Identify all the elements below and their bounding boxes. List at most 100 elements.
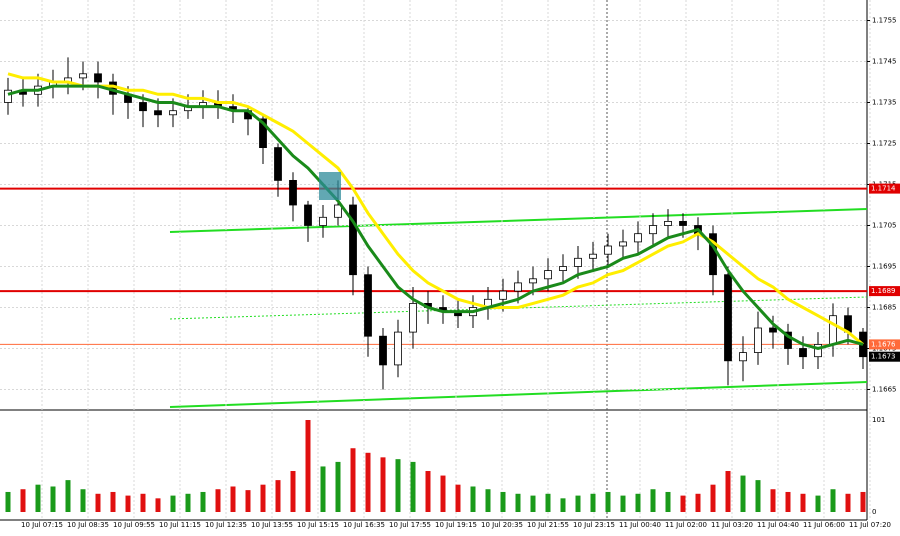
candle-body xyxy=(604,245,612,255)
volume-bar xyxy=(350,448,356,512)
candle-body xyxy=(529,278,537,284)
volume-bar xyxy=(170,495,176,512)
volume-bar xyxy=(65,480,71,512)
candle-body xyxy=(79,73,87,79)
volume-bar xyxy=(155,498,161,512)
candle-body xyxy=(724,274,732,362)
x-tick-label: 10 Jul 21:55 xyxy=(527,521,569,529)
volume-bar xyxy=(365,452,371,512)
volume-bar xyxy=(680,495,686,512)
volume-bar xyxy=(425,471,431,512)
volume-bar xyxy=(605,491,611,512)
x-tick-label: 10 Jul 12:35 xyxy=(205,521,247,529)
volume-bar xyxy=(560,498,566,512)
volume-bar xyxy=(650,489,656,512)
candle-body xyxy=(619,241,627,247)
volume-bar xyxy=(245,490,251,512)
volume-bar xyxy=(380,457,386,512)
candle-body xyxy=(544,270,552,280)
candle-body xyxy=(364,274,372,337)
x-tick-label: 11 Jul 07:20 xyxy=(849,521,891,529)
price-tag-label: 1.1689 xyxy=(871,287,896,295)
candle-body xyxy=(154,110,162,116)
volume-bar xyxy=(215,489,221,512)
trend-line xyxy=(169,208,868,233)
price-tag-label: 1.1676 xyxy=(871,340,896,348)
candle-body xyxy=(139,102,147,112)
y-tick-label: 1.1725 xyxy=(872,140,897,148)
volume-bar xyxy=(20,489,26,512)
volume-bar xyxy=(590,493,596,512)
volume-bar xyxy=(320,466,326,512)
volume-bar xyxy=(290,471,296,512)
candle-body xyxy=(334,204,342,218)
candle-body xyxy=(514,282,522,292)
candle-body xyxy=(394,331,402,366)
volume-bar xyxy=(80,489,86,512)
volume-bar xyxy=(200,491,206,512)
x-tick-label: 10 Jul 17:55 xyxy=(389,521,431,529)
x-tick-label: 10 Jul 23:15 xyxy=(573,521,615,529)
volume-bar xyxy=(470,486,476,512)
trend-line xyxy=(169,381,868,408)
volume-bar xyxy=(440,475,446,512)
volume-bar xyxy=(395,459,401,512)
volume-bar xyxy=(545,493,551,512)
volume-bar xyxy=(845,493,851,512)
volume-bar xyxy=(230,486,236,512)
x-tick-label: 10 Jul 19:15 xyxy=(435,521,477,529)
candle-body xyxy=(799,348,807,358)
volume-bar xyxy=(95,493,101,512)
x-tick-label: 10 Jul 20:35 xyxy=(481,521,523,529)
volume-bar xyxy=(125,495,131,512)
volume-bar xyxy=(35,484,41,512)
x-tick-label: 11 Jul 03:20 xyxy=(711,521,753,529)
volume-bar xyxy=(110,491,116,512)
y-tick-label: 1.1695 xyxy=(872,263,897,271)
x-tick-label: 11 Jul 00:40 xyxy=(619,521,661,529)
moving-average xyxy=(7,72,864,346)
volume-bar xyxy=(575,495,581,512)
volume-bar xyxy=(275,480,281,512)
x-tick-label: 10 Jul 13:55 xyxy=(251,521,293,529)
volume-bar xyxy=(620,495,626,512)
signal-marker xyxy=(319,172,341,200)
x-tick-label: 11 Jul 06:00 xyxy=(803,521,845,529)
volume-bar xyxy=(50,486,56,512)
candle-body xyxy=(559,266,567,271)
candle-body xyxy=(814,343,822,358)
volume-bar xyxy=(785,491,791,512)
candle-body xyxy=(679,220,687,226)
candle-body xyxy=(634,233,642,243)
volume-bar xyxy=(305,420,311,512)
candle-body xyxy=(574,257,582,267)
x-tick-label: 10 Jul 08:35 xyxy=(67,521,109,529)
x-tick-label: 11 Jul 02:00 xyxy=(665,521,707,529)
volume-bar xyxy=(860,491,866,512)
volume-bar xyxy=(740,475,746,512)
x-tick-label: 10 Jul 11:15 xyxy=(159,521,201,529)
candle-body xyxy=(754,327,762,354)
candle-body xyxy=(769,327,777,333)
volume-bar xyxy=(140,493,146,512)
candle-body xyxy=(274,147,282,181)
volume-bar xyxy=(800,493,806,512)
price-tag-label: 1.1673 xyxy=(871,353,896,361)
plot xyxy=(0,0,871,520)
price-tag-label: 1.1714 xyxy=(871,185,896,193)
volume-bar xyxy=(770,489,776,512)
volume-bar xyxy=(5,491,11,512)
volume-bar xyxy=(695,493,701,512)
y-tick-label: 1.1665 xyxy=(872,386,897,394)
candle-body xyxy=(784,331,792,349)
x-tick-label: 10 Jul 15:15 xyxy=(297,521,339,529)
volume-bar xyxy=(635,493,641,512)
volume-bar xyxy=(725,471,731,512)
candle-body xyxy=(349,204,357,276)
price-tag xyxy=(869,286,900,297)
candle-body xyxy=(169,110,177,116)
candle-body xyxy=(289,179,297,206)
volume-bar xyxy=(830,489,836,512)
volume-tick-label: 101 xyxy=(872,416,885,424)
